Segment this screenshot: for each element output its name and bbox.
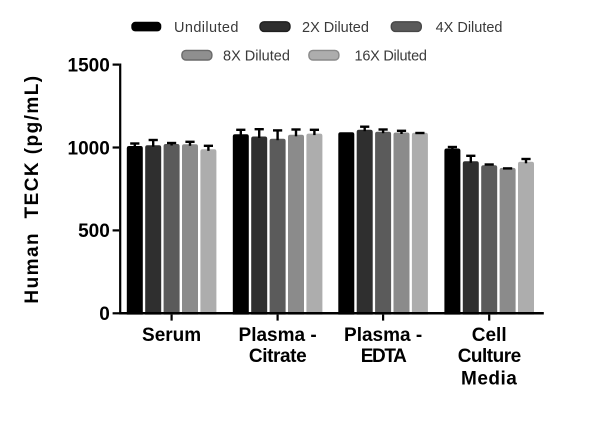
- svg-text:8X Diluted: 8X Diluted: [223, 49, 290, 65]
- svg-text:Plasma -: Plasma -: [239, 325, 317, 346]
- svg-text:Cell: Cell: [472, 325, 507, 346]
- svg-text:2X Diluted: 2X Diluted: [302, 20, 369, 36]
- svg-text:16X Diluted: 16X Diluted: [355, 49, 427, 65]
- svg-text:Culture: Culture: [458, 346, 521, 367]
- svg-text:500: 500: [78, 221, 110, 242]
- svg-text:Media: Media: [461, 369, 517, 390]
- svg-text:Human TECK (pg/mL): Human TECK (pg/mL): [22, 74, 43, 303]
- svg-text:Plasma -: Plasma -: [344, 325, 422, 346]
- svg-text:EDTA: EDTA: [361, 346, 407, 367]
- svg-text:1000: 1000: [68, 138, 110, 159]
- svg-text:Citrate: Citrate: [249, 346, 306, 367]
- svg-text:Undiluted: Undiluted: [174, 20, 239, 36]
- svg-text:4X Diluted: 4X Diluted: [436, 20, 503, 36]
- svg-text:Serum: Serum: [142, 325, 201, 346]
- svg-text:0: 0: [99, 304, 110, 325]
- svg-text:1500: 1500: [68, 55, 110, 76]
